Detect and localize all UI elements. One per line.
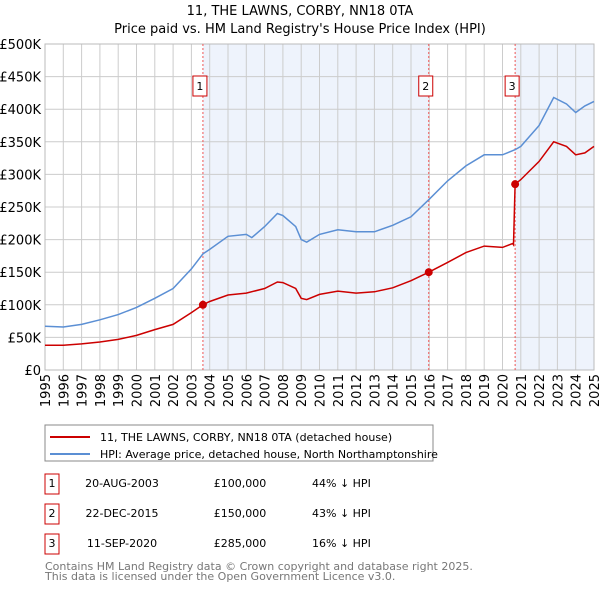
x-tick-label: 1999 xyxy=(112,374,127,407)
footer-copyright: Contains HM Land Registry data © Crown c… xyxy=(45,560,473,573)
footer-licence: This data is licensed under the Open Gov… xyxy=(44,570,395,583)
legend-entry: HPI: Average price, detached house, Nort… xyxy=(100,448,438,461)
x-tick-label: 2003 xyxy=(185,374,200,407)
x-tick-label: 1996 xyxy=(57,374,72,407)
sale-point xyxy=(198,300,207,309)
x-tick-label: 2010 xyxy=(314,374,329,407)
x-tick-label: 2018 xyxy=(460,374,475,407)
sale-hpi-diff: 16% ↓ HPI xyxy=(312,537,371,550)
y-tick-label: £200K xyxy=(0,234,41,249)
y-tick-label: £250K xyxy=(0,201,41,216)
x-tick-label: 2013 xyxy=(368,374,383,407)
sale-number: 2 xyxy=(49,507,56,520)
sale-price: £100,000 xyxy=(214,477,267,490)
x-tick-label: 2004 xyxy=(204,374,219,407)
y-tick-label: £50K xyxy=(8,331,42,346)
x-tick-label: 2014 xyxy=(387,374,402,407)
x-tick-label: 2001 xyxy=(149,374,164,407)
x-tick-label: 1998 xyxy=(94,374,109,407)
x-tick-label: 1997 xyxy=(76,374,91,407)
sale-hpi-diff: 43% ↓ HPI xyxy=(312,507,371,520)
sale-label: 1 xyxy=(196,80,203,93)
sale-number: 3 xyxy=(49,537,56,550)
y-tick-label: £300K xyxy=(0,168,41,183)
sale-price: £285,000 xyxy=(214,537,267,550)
sale-label: 3 xyxy=(509,80,516,93)
sale-label-box xyxy=(504,75,520,97)
x-tick-label: 2009 xyxy=(295,374,310,407)
plot-frame xyxy=(44,43,595,371)
legend-box xyxy=(44,424,434,462)
y-tick-label: £100K xyxy=(0,299,41,314)
x-tick-label: 2016 xyxy=(423,374,438,407)
y-tick-label: £500K xyxy=(0,38,41,53)
y-tick-label: £450K xyxy=(0,71,41,86)
chart-title: 11, THE LAWNS, CORBY, NN18 0TA xyxy=(187,4,414,19)
x-tick-label: 2011 xyxy=(332,374,347,407)
y-tick-label: £400K xyxy=(0,103,41,118)
x-tick-label: 2019 xyxy=(478,374,493,407)
sale-number: 1 xyxy=(49,477,56,490)
sale-point xyxy=(511,180,520,189)
sale-date: 22-DEC-2015 xyxy=(85,507,158,520)
x-tick-label: 1995 xyxy=(39,374,54,407)
x-tick-label: 2002 xyxy=(167,374,182,407)
x-tick-label: 2012 xyxy=(350,374,365,407)
sale-number-box xyxy=(44,473,60,495)
x-tick-label: 2021 xyxy=(515,374,530,407)
x-tick-label: 2023 xyxy=(551,374,566,407)
sale-date: 20-AUG-2003 xyxy=(85,477,159,490)
y-tick-label: £0 xyxy=(24,364,41,379)
x-tick-label: 2008 xyxy=(277,374,292,407)
x-tick-label: 2000 xyxy=(131,374,146,407)
y-tick-label: £150K xyxy=(0,266,41,281)
sale-label-box xyxy=(418,75,434,97)
chart-subtitle: Price paid vs. HM Land Registry's House … xyxy=(114,22,486,37)
hpi-line xyxy=(44,96,595,328)
x-tick-label: 2005 xyxy=(222,374,237,407)
x-tick-label: 2017 xyxy=(442,374,457,407)
sale-hpi-diff: 44% ↓ HPI xyxy=(312,477,371,490)
sale-point xyxy=(424,268,433,277)
x-tick-label: 2015 xyxy=(405,374,420,407)
sale-date: 11-SEP-2020 xyxy=(87,537,157,550)
sale-price: £150,000 xyxy=(214,507,267,520)
sale-label-box xyxy=(192,75,208,97)
y-tick-label: £350K xyxy=(0,136,41,151)
x-tick-label: 2025 xyxy=(588,374,600,407)
sale-number-box xyxy=(44,503,60,525)
x-tick-label: 2022 xyxy=(533,374,548,407)
x-tick-label: 2006 xyxy=(240,374,255,407)
x-tick-label: 2024 xyxy=(570,374,585,407)
sale-label: 2 xyxy=(422,80,429,93)
sale-number-box xyxy=(44,533,60,555)
x-tick-label: 2007 xyxy=(259,374,274,407)
legend-entry: 11, THE LAWNS, CORBY, NN18 0TA (detached… xyxy=(100,431,392,444)
x-tick-label: 2020 xyxy=(497,374,512,407)
